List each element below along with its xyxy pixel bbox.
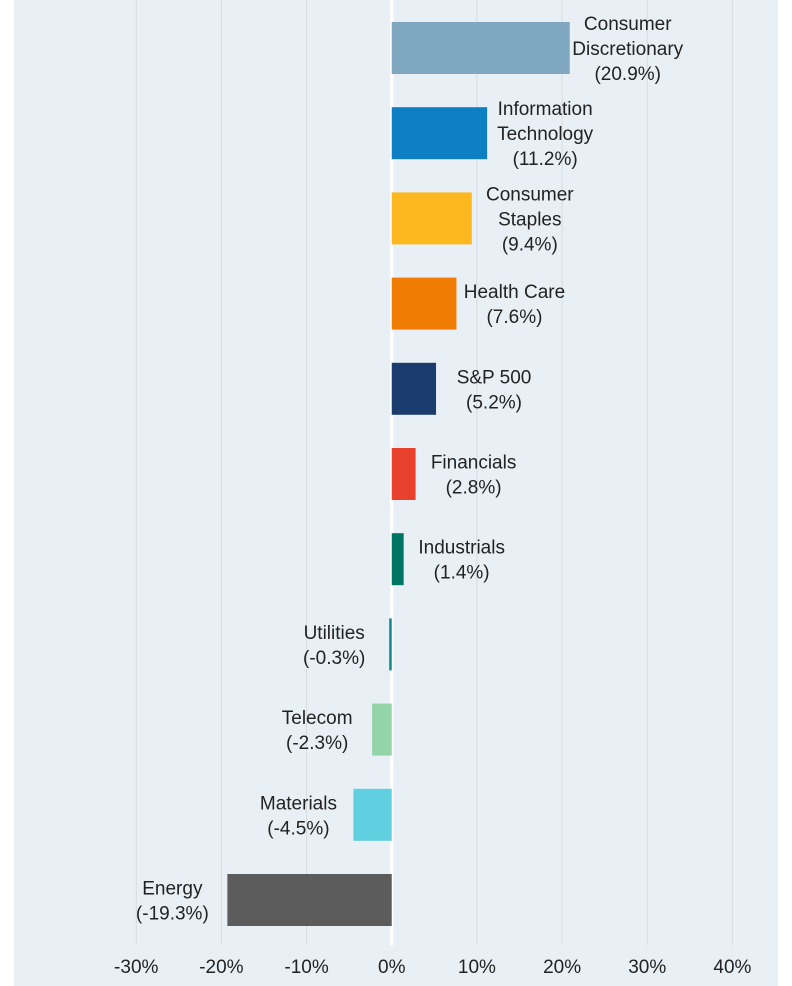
value-label: (1.4%) bbox=[434, 563, 490, 584]
value-label: (-2.3%) bbox=[286, 733, 348, 754]
bar bbox=[391, 107, 488, 160]
bar bbox=[391, 362, 437, 415]
category-label: Industrials bbox=[418, 538, 505, 559]
category-label: Consumer Discretionary bbox=[572, 14, 683, 60]
x-tick-label: 0% bbox=[378, 957, 406, 978]
bar bbox=[391, 277, 457, 330]
category-label: Information Technology bbox=[497, 99, 594, 145]
value-label: (9.4%) bbox=[502, 234, 558, 255]
value-label: (5.2%) bbox=[466, 392, 522, 413]
x-tick-label: -10% bbox=[284, 957, 328, 978]
category-label: Energy bbox=[142, 879, 203, 900]
x-tick-label: 40% bbox=[713, 957, 751, 978]
bar bbox=[353, 788, 392, 841]
x-tick-label: -30% bbox=[114, 957, 158, 978]
value-label: (20.9%) bbox=[594, 64, 661, 85]
value-label: (7.6%) bbox=[486, 307, 542, 328]
x-tick-label: -20% bbox=[199, 957, 243, 978]
value-label: (11.2%) bbox=[513, 149, 578, 170]
value-label: (-0.3%) bbox=[303, 648, 365, 669]
x-tick-label: 30% bbox=[628, 957, 666, 978]
category-label: Materials bbox=[260, 793, 337, 814]
x-tick-label: 20% bbox=[543, 957, 581, 978]
category-label: Consumer Staples bbox=[486, 184, 574, 230]
category-label: Health Care bbox=[464, 282, 565, 303]
category-label: Financials bbox=[431, 453, 517, 474]
bar bbox=[391, 192, 472, 245]
value-label: (-4.5%) bbox=[267, 818, 329, 839]
bar bbox=[391, 22, 570, 74]
value-label: (-19.3%) bbox=[136, 904, 209, 925]
bar bbox=[391, 533, 404, 586]
value-label: (2.8%) bbox=[446, 478, 502, 499]
category-label: Utilities bbox=[304, 623, 365, 644]
x-tick-label: 10% bbox=[458, 957, 496, 978]
category-label: Telecom bbox=[282, 708, 353, 729]
category-label: S&P 500 bbox=[457, 367, 532, 388]
bar bbox=[227, 874, 392, 926]
bar bbox=[391, 448, 416, 500]
bar bbox=[372, 703, 392, 756]
bar bbox=[389, 618, 392, 671]
